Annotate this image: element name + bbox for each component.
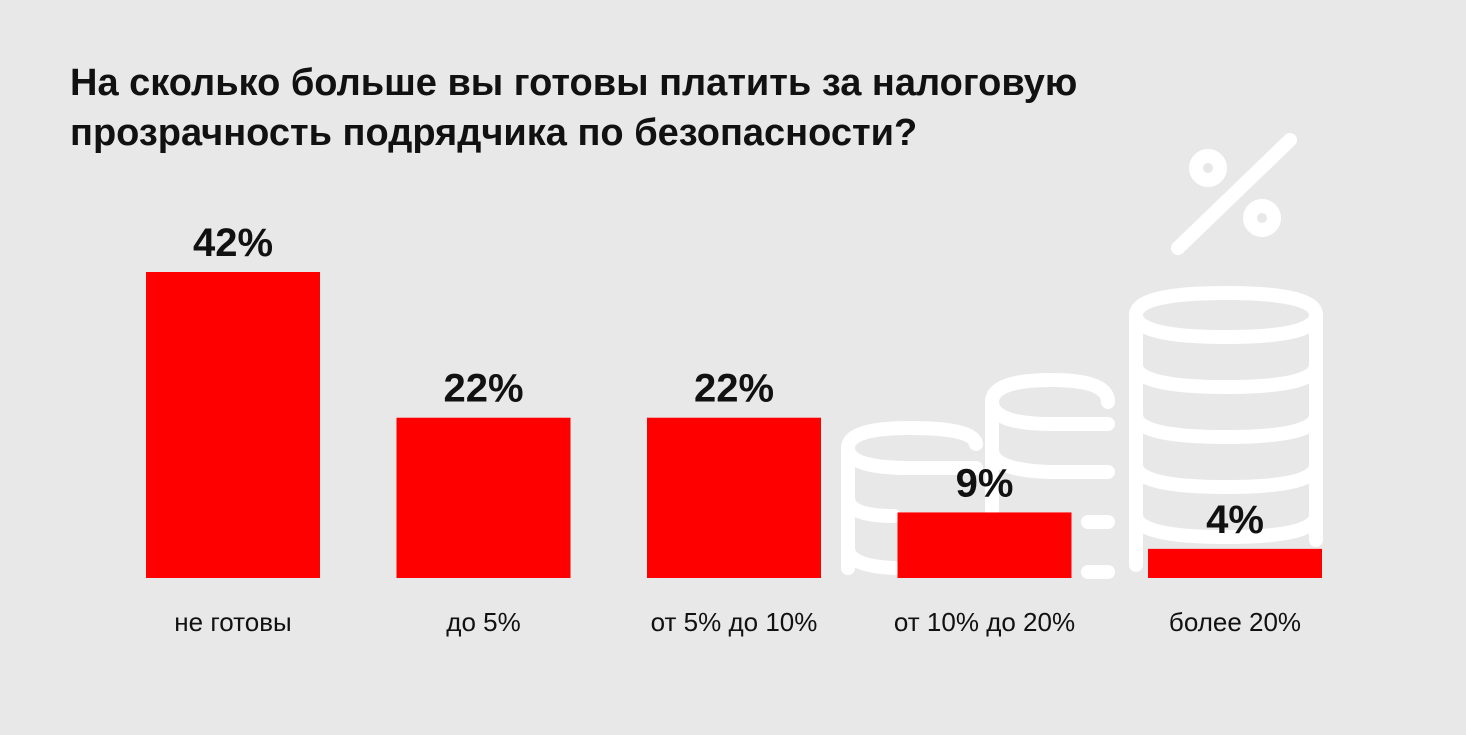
chart-title: На сколько больше вы готовы платить за н… (70, 58, 1170, 158)
category-label-1: до 5% (446, 607, 520, 637)
category-labels-group: не готовы до 5% от 5% до 10% от 10% до 20% б… (174, 607, 1301, 637)
bar-2 (647, 417, 821, 578)
value-label-2: 22% (694, 367, 774, 411)
bar-3 (897, 512, 1072, 578)
category-label-0: не готовы (174, 607, 291, 637)
value-label-1: 22% (443, 367, 523, 411)
bar-1 (396, 417, 571, 578)
bar-0 (146, 272, 320, 578)
category-label-4: более 20% (1169, 607, 1301, 637)
value-label-0: 42% (193, 221, 273, 265)
bar-4 (1148, 548, 1322, 578)
value-label-3: 9% (956, 461, 1014, 505)
coins-stack-percent-icon (841, 133, 1324, 579)
category-label-3: от 10% до 20% (894, 607, 1075, 637)
value-label-4: 4% (1206, 498, 1264, 542)
chart-title-line-2: прозрачность подрядчика по безопасности? (70, 112, 918, 154)
bars-group (146, 272, 1322, 578)
value-labels-group: 42% 22% 22% 9% 4% (193, 221, 1264, 542)
category-label-2: от 5% до 10% (651, 607, 818, 637)
chart-title-line-1: На сколько больше вы готовы платить за н… (70, 62, 1078, 104)
